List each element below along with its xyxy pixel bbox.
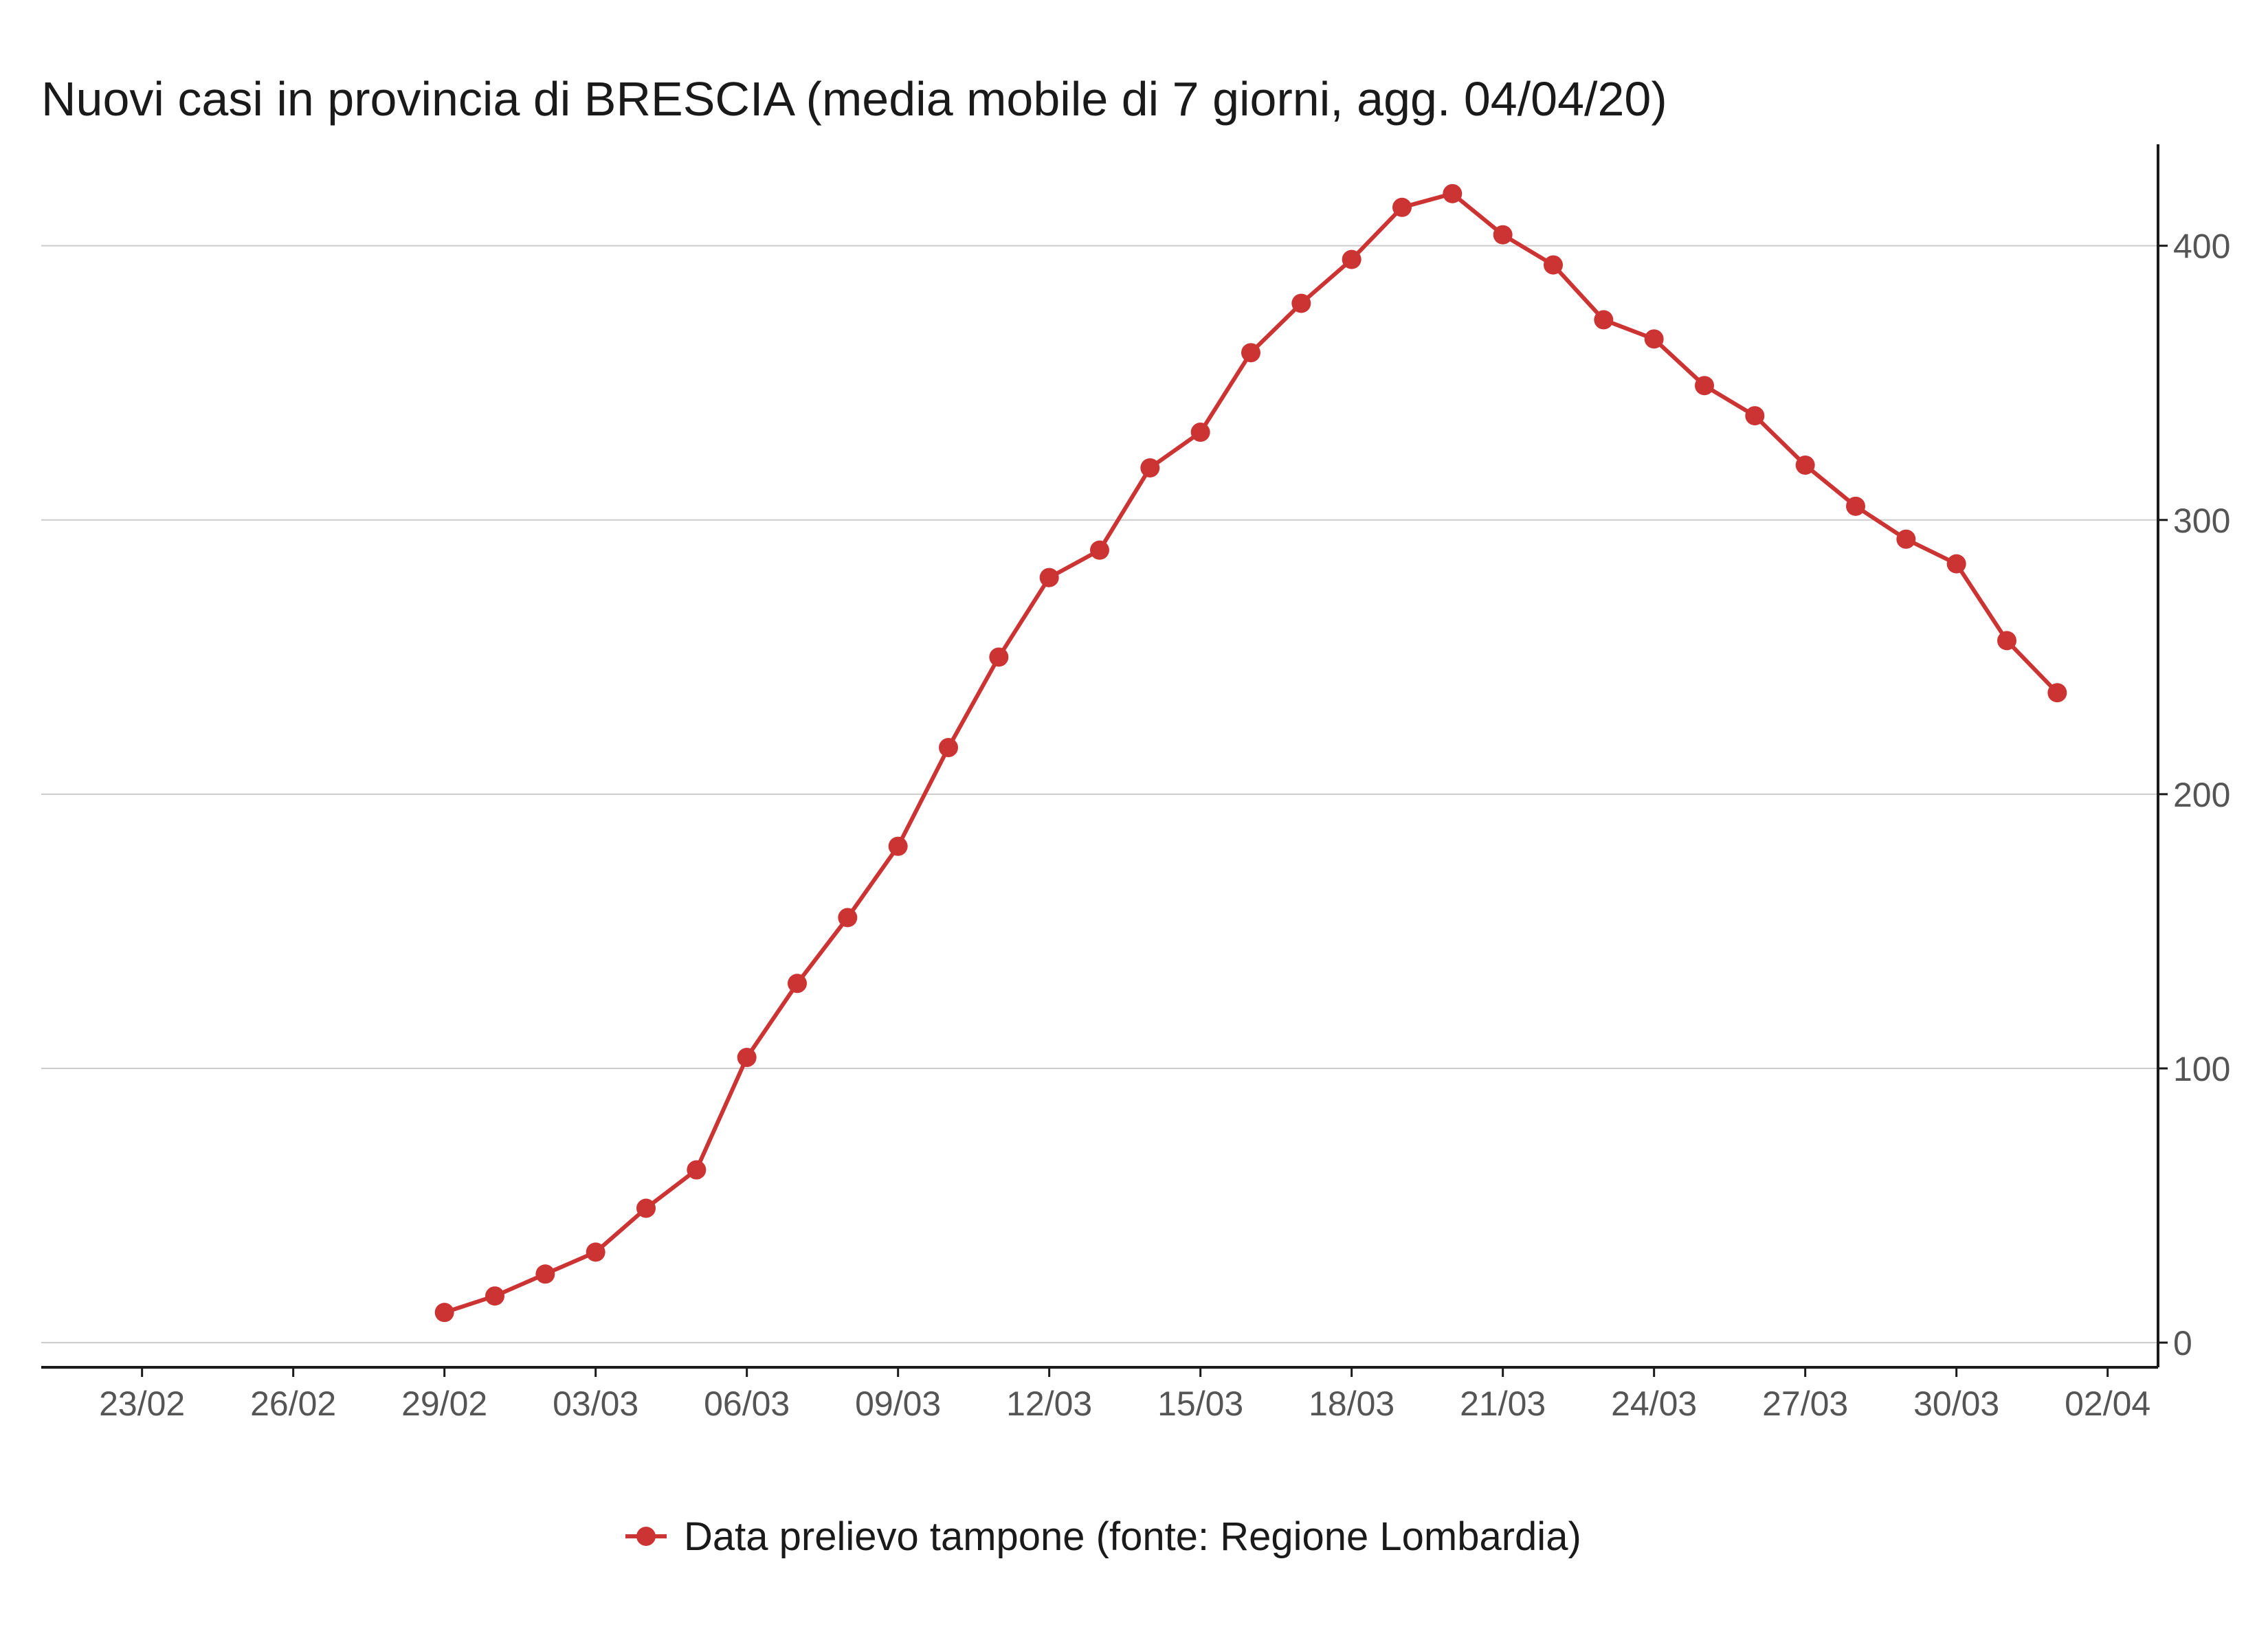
x-tick-label: 21/03: [1460, 1384, 1546, 1423]
y-tick-label: 400: [2173, 227, 2230, 266]
x-tick-label: 24/03: [1611, 1384, 1697, 1423]
y-tick-label: 0: [2173, 1324, 2192, 1362]
data-point: [1241, 343, 1260, 363]
x-tick-label: 27/03: [1762, 1384, 1848, 1423]
data-point: [939, 738, 958, 758]
data-point: [1190, 423, 1210, 442]
x-tick-label: 26/02: [250, 1384, 336, 1423]
x-tick-label: 09/03: [855, 1384, 941, 1423]
data-point: [989, 647, 1009, 667]
legend: Data prelievo tampone (fonte: Regione Lo…: [625, 1514, 1581, 1559]
data-point: [1695, 376, 1714, 396]
x-tick-label: 30/03: [1913, 1384, 1999, 1423]
data-point: [1896, 529, 1916, 549]
x-tick-label: 18/03: [1309, 1384, 1394, 1423]
data-point: [838, 908, 858, 928]
data-point: [1392, 197, 1412, 217]
axes: 0 100 200 300 400 23/02 26/02 29/02 03/03 06/03 09…: [41, 144, 2230, 1423]
y-tick-label: 200: [2173, 776, 2230, 814]
data-point: [485, 1286, 504, 1306]
data-point: [636, 1198, 656, 1218]
data-point: [1039, 568, 1059, 587]
x-tick-label: 15/03: [1157, 1384, 1243, 1423]
y-tick-label: 300: [2173, 502, 2230, 540]
data-point: [1745, 406, 1765, 426]
x-tick-label: 02/04: [2065, 1384, 2150, 1423]
data-point: [737, 1048, 757, 1068]
data-point: [1493, 225, 1513, 245]
x-tick-label: 06/03: [704, 1384, 790, 1423]
data-point: [1342, 249, 1361, 269]
data-point: [1443, 183, 1463, 203]
data-point: [1946, 554, 1966, 574]
data-point: [888, 836, 908, 856]
data-point: [1795, 455, 1815, 475]
data-point: [1291, 293, 1311, 313]
legend-label: Data prelievo tampone (fonte: Regione Lo…: [684, 1514, 1581, 1559]
series-layer: [434, 183, 2067, 1323]
data-point: [1644, 329, 1664, 349]
x-tick-label: 29/02: [401, 1384, 487, 1423]
data-point: [535, 1264, 555, 1284]
legend-key-marker: [636, 1527, 656, 1546]
x-tick-label: 03/03: [553, 1384, 638, 1423]
data-point: [1140, 458, 1160, 478]
data-point: [788, 974, 807, 994]
x-tick-label: 12/03: [1006, 1384, 1092, 1423]
chart-title: Nuovi casi in provincia di BRESCIA (medi…: [41, 72, 1667, 126]
data-point: [1544, 255, 1563, 275]
data-point: [1594, 310, 1614, 330]
data-point: [687, 1160, 707, 1180]
y-tick-label: 100: [2173, 1050, 2230, 1088]
data-point: [1997, 631, 2016, 651]
x-tick-label: 23/02: [99, 1384, 185, 1423]
data-point: [1090, 540, 1109, 560]
gridlines: [41, 245, 2158, 1344]
data-point: [1846, 496, 1865, 516]
data-point: [434, 1303, 454, 1323]
data-point: [2047, 683, 2067, 703]
data-point: [586, 1242, 605, 1262]
